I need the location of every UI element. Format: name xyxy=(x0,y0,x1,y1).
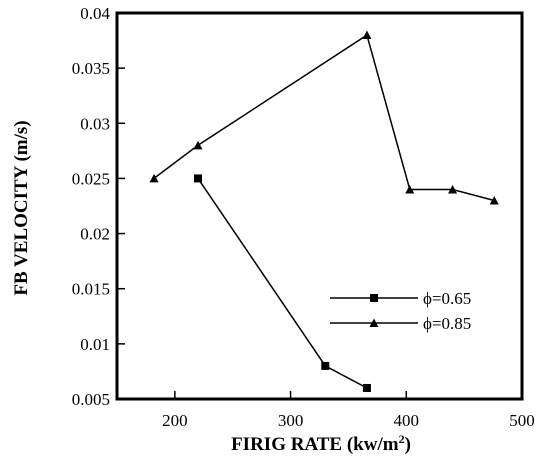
data-point-triangle xyxy=(362,30,372,40)
legend: ϕ=0.65 ϕ=0.85 xyxy=(330,289,471,333)
data-point-triangle xyxy=(489,195,499,205)
series-line xyxy=(197,177,368,389)
data-point-square xyxy=(194,174,202,183)
y-axis-ticks: 0.005 0.01 0.015 0.02 0.025 0.03 0.035 0.04 xyxy=(72,4,125,409)
data-point-triangle xyxy=(405,184,415,194)
x-axis-ticks: 200 300 400 500 xyxy=(162,391,535,430)
y-tick-label: 0.04 xyxy=(80,4,110,23)
x-tick-label: 500 xyxy=(509,411,535,430)
legend-marker-phi-085 xyxy=(369,318,379,327)
x-axis-title-suffix: ) xyxy=(405,434,411,455)
y-axis-title: FB VELOCITY (m/s) xyxy=(11,120,32,295)
legend-label-phi-065: ϕ=0.65 xyxy=(423,289,471,308)
x-axis-title-superscript: 2 xyxy=(399,432,405,446)
y-tick-label: 0.03 xyxy=(80,114,110,133)
x-tick-label: 400 xyxy=(394,411,420,430)
data-point-triangle xyxy=(193,140,203,150)
y-tick-label: 0.02 xyxy=(80,225,110,244)
y-tick-label: 0.035 xyxy=(72,59,110,78)
series-2 xyxy=(149,30,499,205)
data-point-square xyxy=(321,361,330,370)
series-1 xyxy=(194,174,371,392)
y-tick-label: 0.025 xyxy=(72,169,110,188)
x-tick-label: 300 xyxy=(278,411,304,430)
data-point-triangle xyxy=(448,184,458,194)
legend-label-phi-085: ϕ=0.85 xyxy=(423,314,471,333)
plot-frame xyxy=(115,11,524,401)
legend-marker-phi-065 xyxy=(370,294,378,302)
y-tick-label: 0.01 xyxy=(80,335,110,354)
y-tick-label: 0.015 xyxy=(72,280,110,299)
data-point-square xyxy=(362,383,371,392)
plot-area xyxy=(149,30,499,392)
data-point-triangle xyxy=(149,173,159,183)
x-tick-label: 200 xyxy=(162,411,188,430)
x-axis-title-main: FIRIG RATE (kw/m xyxy=(231,434,399,455)
x-axis-title: FIRIG RATE (kw/m2) xyxy=(231,432,411,455)
y-tick-label: 0.005 xyxy=(72,390,110,409)
series-line xyxy=(153,33,495,202)
